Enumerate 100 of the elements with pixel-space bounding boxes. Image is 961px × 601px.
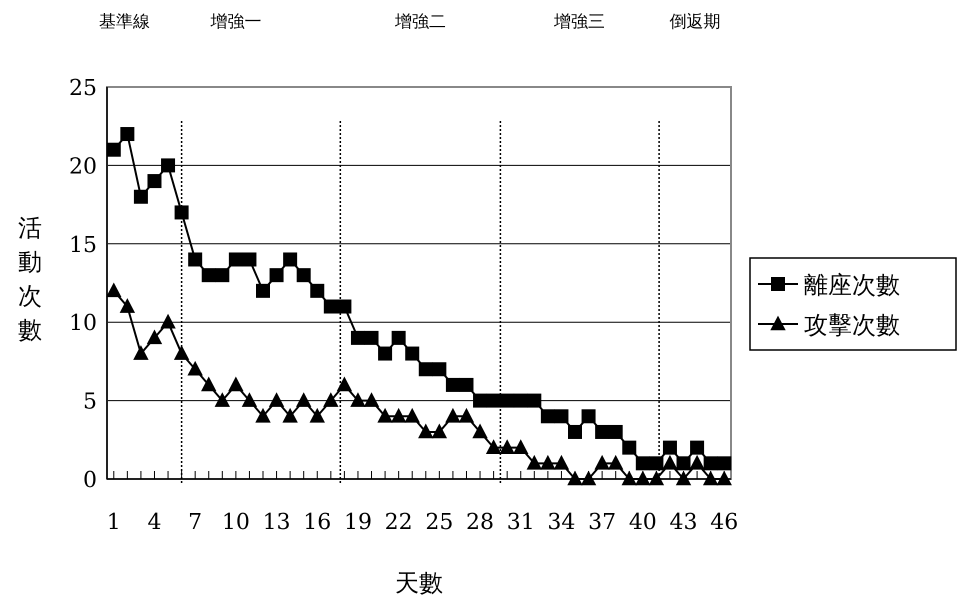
point [676,470,692,486]
point [296,268,311,282]
point [636,456,650,470]
point [486,439,502,454]
y-tick-label: 20 [69,154,97,180]
point [390,408,406,423]
point [256,284,270,298]
x-tick-label: 16 [303,510,332,535]
point [350,330,365,345]
point [283,252,298,266]
point [540,409,555,424]
point [174,205,189,220]
point [146,329,162,344]
point [689,454,705,470]
point [662,440,677,455]
point [717,456,732,470]
x-tick-label: 28 [466,510,494,535]
x-axis-title: 天數 [395,569,443,597]
point [540,454,556,470]
point [270,268,284,282]
point [364,330,379,345]
y-tick-label: 0 [83,468,97,493]
point [147,174,162,188]
point [364,392,380,407]
y-tick-label: 15 [69,232,97,258]
point [622,440,636,455]
point [392,330,406,345]
point [690,440,704,455]
point [377,408,393,423]
point [704,456,718,470]
point [133,345,149,360]
point [310,284,324,298]
point [310,408,325,423]
point [350,392,366,407]
y-axis-title: 活動次數 [18,214,42,344]
text: 增強二 [394,12,446,32]
x-tick-label: 43 [670,510,698,535]
point [120,127,134,142]
point [255,408,271,423]
point [676,456,691,470]
point [608,454,624,470]
point [554,409,568,424]
point [446,378,460,392]
point [649,456,664,470]
point [499,439,515,454]
point [282,408,298,423]
point [594,454,610,470]
text: 增強三 [553,12,606,32]
point [635,470,651,486]
point [214,392,230,407]
text: 倒返期 [670,12,721,32]
point [187,360,203,376]
text: 基準線 [98,12,150,32]
point [268,392,284,407]
point [161,158,176,172]
point [458,408,474,423]
point [202,268,216,282]
point [188,252,202,266]
point [134,190,148,204]
point [106,282,122,298]
point [526,454,542,470]
point [595,424,610,439]
point [296,392,312,407]
x-tick-label: 10 [222,510,250,535]
x-tick-label: 25 [425,510,454,535]
point [432,362,446,376]
point [527,394,542,408]
point [473,394,488,408]
x-tick-label: 13 [262,510,291,535]
point [337,300,352,314]
point [622,470,637,486]
point [567,470,583,486]
point [513,439,528,454]
x-tick-label: 7 [188,510,202,535]
point [418,424,434,438]
x-tick-label: 4 [147,510,162,535]
point [702,470,718,486]
point [228,376,244,392]
point [215,268,230,282]
point [580,470,596,486]
point [418,362,433,376]
y-tick-label: 5 [83,390,97,415]
point [445,408,461,423]
text: 增強一 [209,12,262,32]
x-tick-label: 22 [384,510,413,535]
x-tick-label: 1 [106,510,121,535]
point [324,300,338,314]
point [608,424,623,439]
point [106,142,121,157]
point [242,252,256,266]
point [323,392,339,407]
point [472,424,488,438]
point [404,408,420,423]
point [336,376,352,392]
point [568,424,582,439]
point [459,378,474,392]
point [242,392,258,407]
point [378,346,392,361]
point [662,454,678,470]
x-tick-label: 37 [588,510,616,535]
